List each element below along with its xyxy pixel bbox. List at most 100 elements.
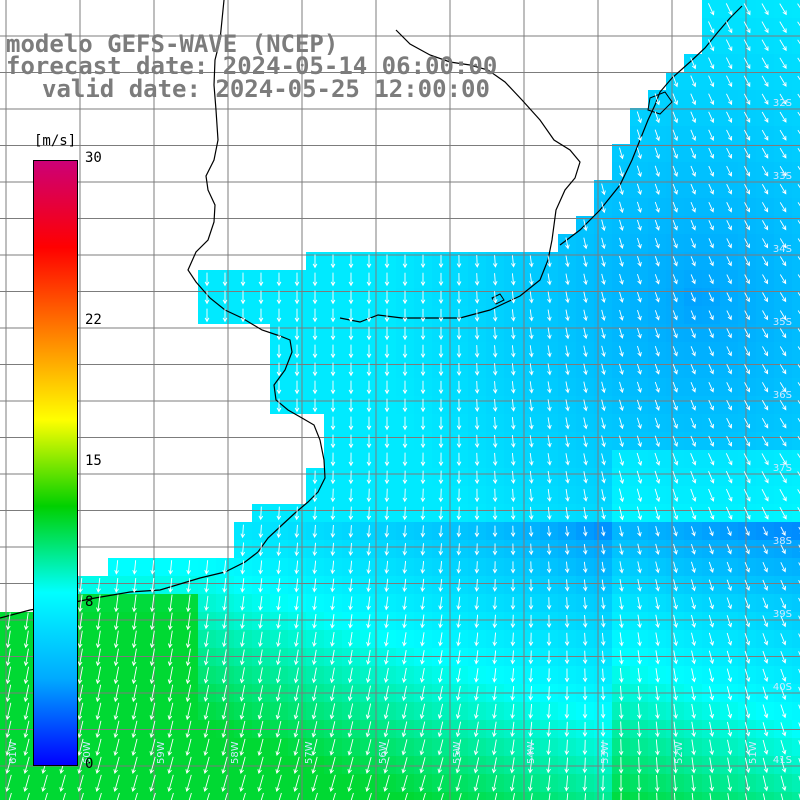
wind-arrow [601,471,606,484]
wind-arrow [293,721,300,738]
wind-arrow [780,579,786,591]
wind-arrow [726,417,733,429]
wind-arrow [797,418,800,423]
latitude-label: 37S [773,463,792,474]
wind-arrow [708,470,715,484]
wind-arrow [23,612,29,631]
wind-arrow [294,524,300,539]
wind-arrow [113,630,119,649]
wind-arrow [312,578,317,593]
wind-arrow [601,435,606,448]
wind-arrow [708,614,715,628]
wind-arrow [366,525,372,538]
wind-arrow [709,775,714,792]
wind-arrow [583,453,588,466]
wind-arrow [637,614,642,629]
wind-arrow [690,274,696,285]
wind-arrow [779,184,787,195]
wind-arrow [583,327,588,340]
wind-arrow [744,739,751,755]
wind-arrow [762,220,769,231]
speed-cell [792,360,800,378]
wind-arrow [564,704,570,719]
wind-arrow [654,237,660,249]
speed-cell [72,792,90,800]
wind-arrow [691,792,694,800]
wind-arrow [620,792,622,800]
wind-arrow [348,434,354,449]
wind-arrow [708,165,714,177]
wind-arrow [149,738,156,757]
wind-arrow [239,702,246,720]
wind-arrow [583,435,588,448]
wind-arrow [619,578,624,592]
wind-arrow [275,720,282,738]
wind-arrow [510,470,516,485]
speed-cell [792,270,800,288]
wind-arrow [619,183,624,196]
wind-arrow [221,774,228,792]
wind-arrow [619,596,624,611]
wind-arrow [673,561,678,574]
wind-arrow [330,326,336,341]
wind-arrow [672,346,678,357]
wind-arrow [366,614,371,629]
wind-arrow [312,398,318,413]
wind-arrow [456,362,462,376]
wind-arrow [95,612,101,631]
speed-cell [378,792,396,800]
wind-arrow [619,237,624,249]
wind-arrow [311,685,317,702]
wind-arrow [149,612,155,631]
wind-arrow [761,400,769,411]
wind-arrow [366,488,372,503]
wind-arrow [565,489,570,502]
speed-cell [792,594,800,612]
speed-cell [522,792,540,800]
wind-arrow [726,506,733,520]
wind-arrow [673,668,678,683]
wind-arrow [673,686,678,701]
wind-arrow [384,272,390,287]
wind-arrow [636,399,642,412]
wind-arrow [744,668,751,683]
wind-arrow [96,594,101,613]
wind-arrow [257,756,264,775]
wind-arrow [797,202,800,207]
wind-arrow [762,579,768,591]
wind-arrow [708,417,714,429]
wind-arrow [565,417,570,430]
wind-arrow [619,273,624,285]
wind-arrow [240,542,246,557]
wind-arrow [492,632,498,647]
wind-arrow [779,21,787,34]
wind-arrow [456,543,462,556]
wind-arrow [673,721,678,738]
wind-arrow [655,650,660,665]
wind-arrow [206,792,210,800]
wind-arrow [528,561,534,574]
wind-arrow [528,470,534,484]
wind-arrow [384,525,390,538]
speed-cell [792,612,800,630]
wind-arrow [5,702,12,721]
wind-arrow [744,165,751,177]
wind-arrow [330,362,336,377]
wind-arrow [8,792,12,800]
wind-arrow [275,703,282,720]
wind-arrow [384,326,390,341]
wind-arrow [762,238,769,249]
wind-arrow [185,774,192,792]
wind-arrow [528,703,533,719]
wind-arrow [437,703,444,720]
wind-arrow [509,775,515,792]
wind-arrow [23,738,30,757]
wind-arrow [365,739,372,756]
wind-arrow [222,290,228,305]
wind-arrow [762,597,769,610]
wind-arrow [311,756,318,775]
wind-arrow [329,703,336,720]
wind-arrow [708,310,714,321]
wind-arrow [600,668,606,683]
speed-cell [792,90,800,108]
